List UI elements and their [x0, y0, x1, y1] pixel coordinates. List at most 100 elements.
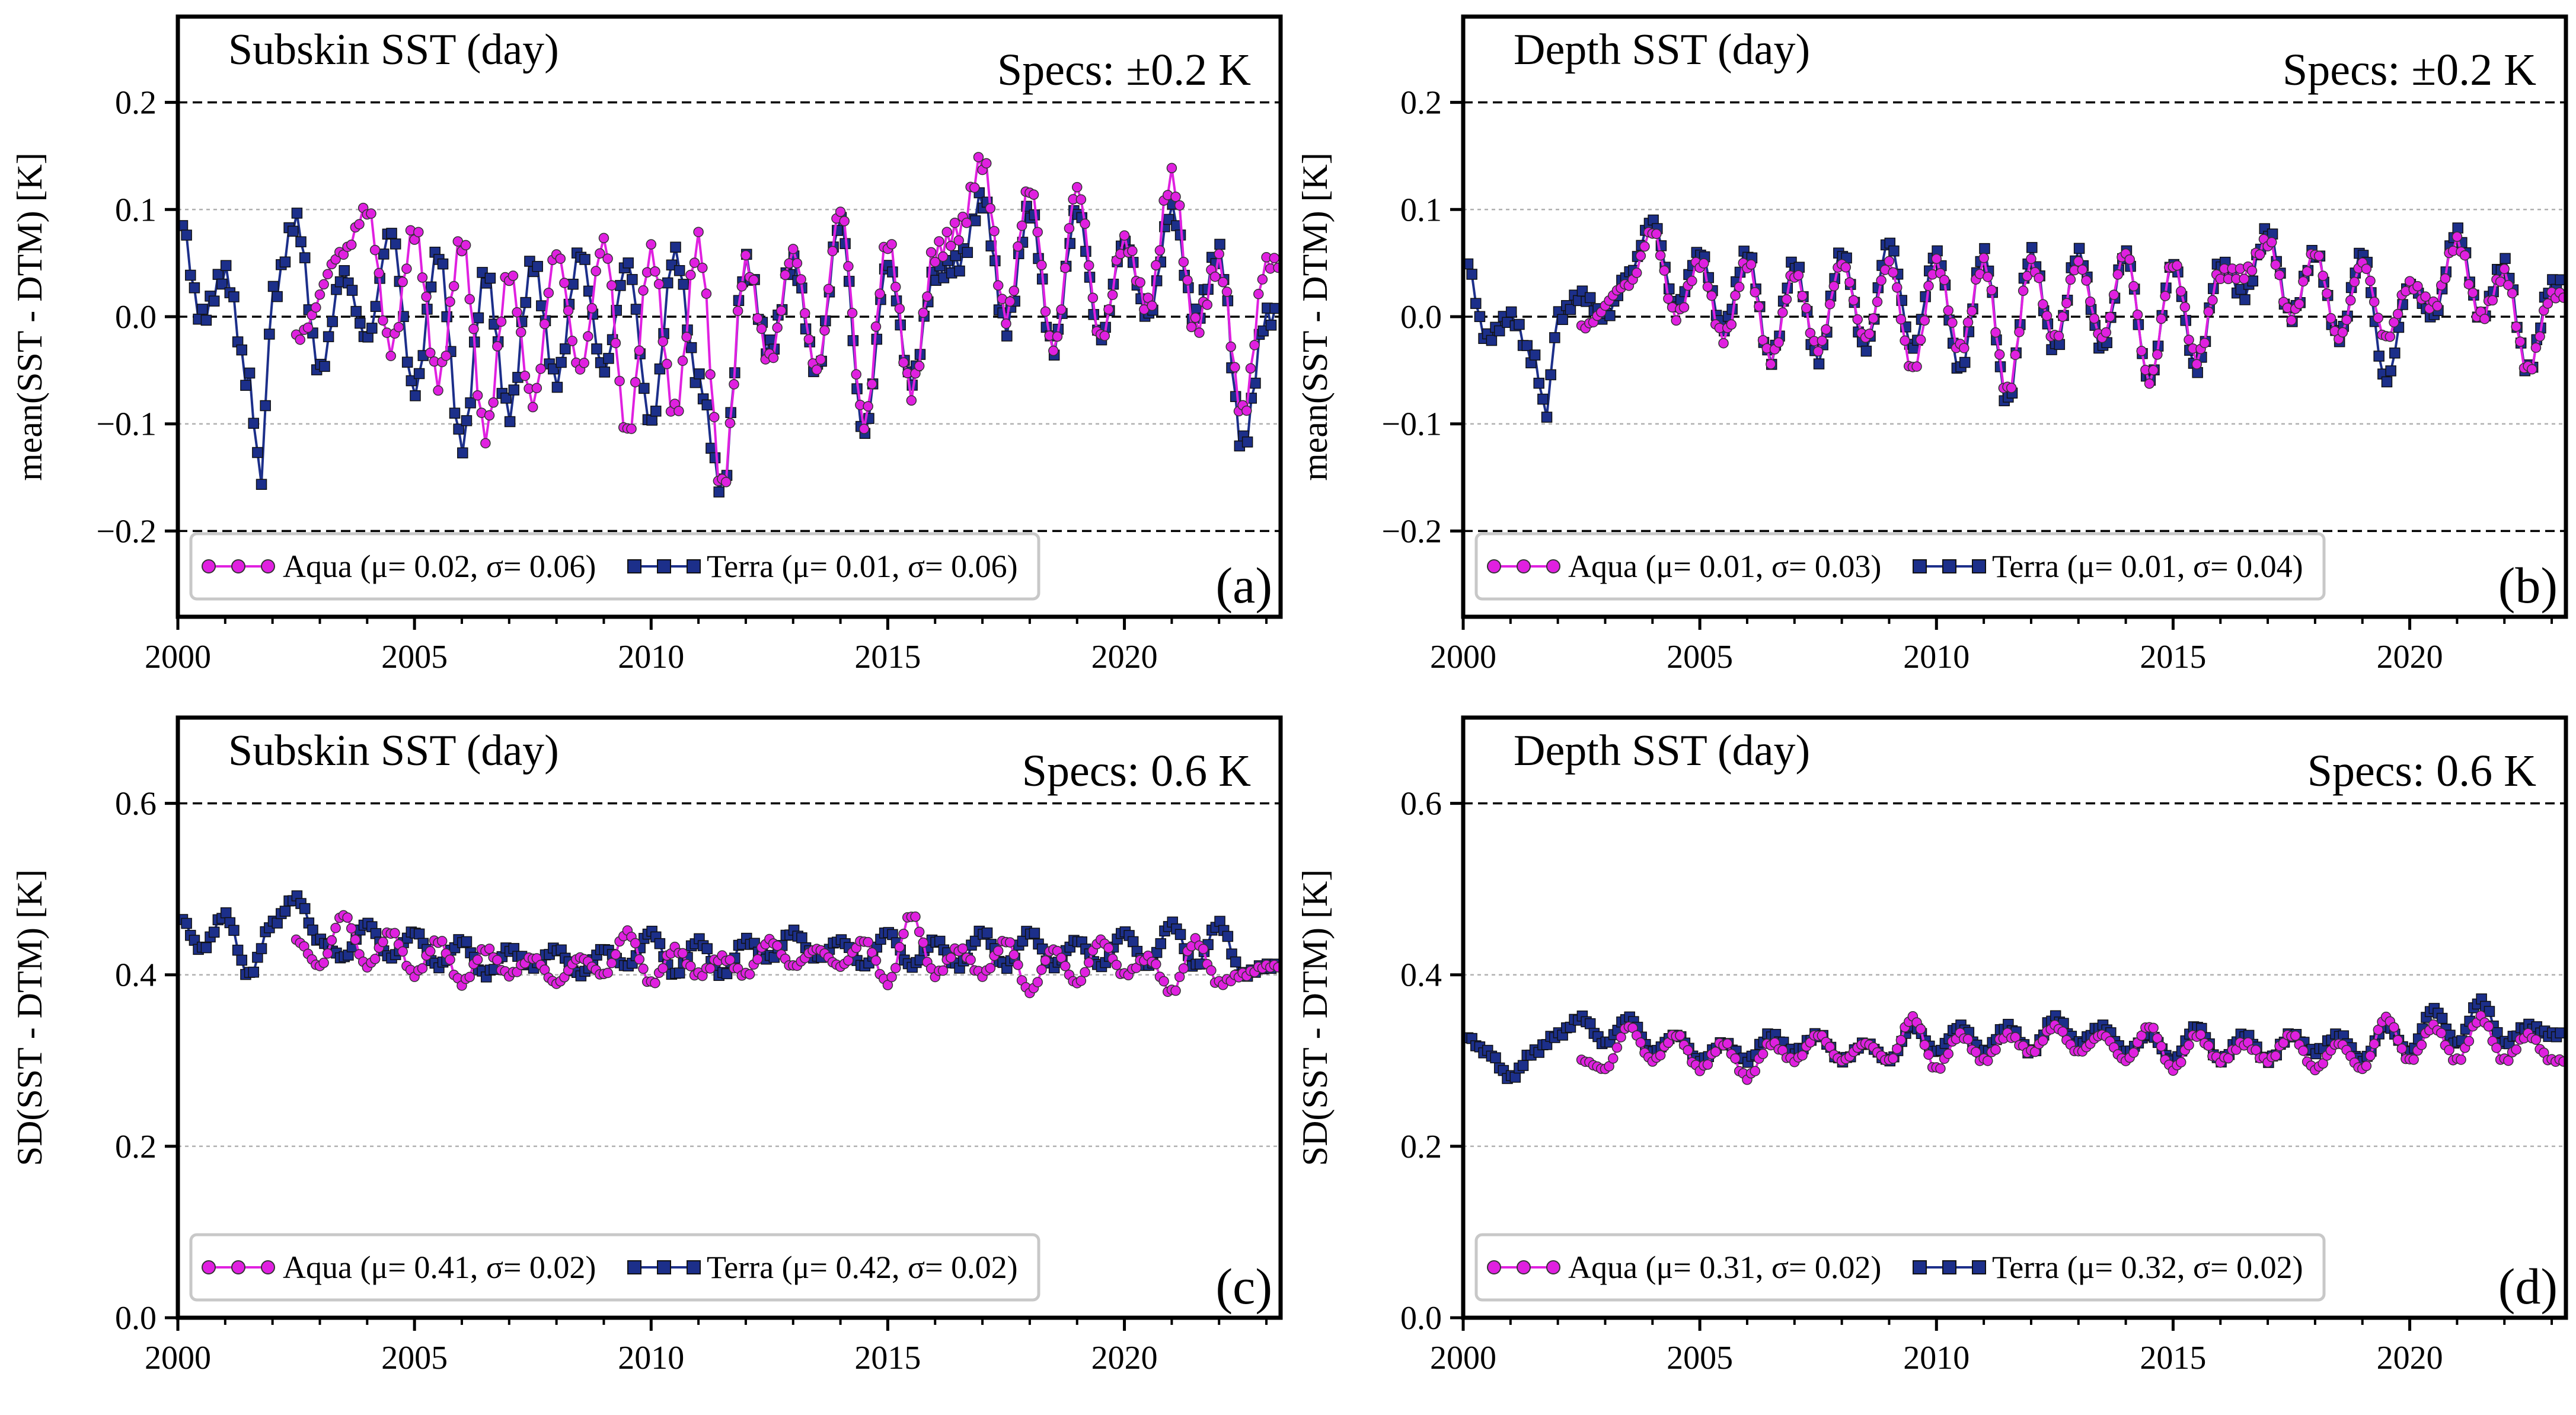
- data-point: [780, 269, 791, 281]
- data-point: [2468, 287, 2478, 298]
- x-tick-label: 2000: [1430, 639, 1496, 675]
- data-point: [1466, 269, 1477, 280]
- data-point: [1675, 1030, 1686, 1041]
- data-point: [1202, 299, 1213, 310]
- x-tick-label: 2010: [618, 639, 684, 675]
- data-point: [520, 297, 531, 308]
- data-point: [1848, 295, 1859, 306]
- data-point: [1990, 327, 2001, 338]
- data-point: [2239, 294, 2251, 305]
- data-point: [1008, 285, 1020, 297]
- data-point: [602, 253, 613, 264]
- data-point: [2368, 1038, 2380, 1049]
- data-point: [1194, 327, 1205, 338]
- x-tick-label: 2020: [1091, 1340, 1158, 1376]
- x-tick-label: 2010: [618, 1340, 684, 1376]
- data-point: [1687, 275, 1697, 286]
- data-point: [436, 936, 448, 946]
- data-point: [2313, 250, 2325, 262]
- data-point: [1710, 1046, 1721, 1057]
- data-point: [1757, 1048, 1769, 1059]
- data-point: [385, 350, 396, 361]
- data-point: [1253, 289, 1264, 299]
- data-point: [603, 353, 614, 364]
- data-point: [1151, 959, 1161, 970]
- data-point: [500, 393, 512, 404]
- data-point: [295, 334, 305, 345]
- data-point: [776, 305, 787, 316]
- data-point: [369, 954, 381, 964]
- data-point: [583, 331, 593, 342]
- data-point: [1230, 362, 1240, 373]
- legend-label-terra: Terra (μ= 0.01, σ= 0.06): [707, 549, 1018, 584]
- data-point: [437, 258, 449, 270]
- data-point: [2184, 1040, 2194, 1051]
- data-point: [2511, 321, 2521, 332]
- data-point: [369, 244, 381, 256]
- x-tick-label: 2020: [2377, 1340, 2443, 1376]
- data-point: [2368, 297, 2380, 307]
- data-point: [1056, 304, 1067, 315]
- data-point: [504, 416, 516, 428]
- data-point: [1631, 267, 1642, 278]
- data-point: [2172, 260, 2182, 271]
- data-point: [708, 412, 720, 423]
- data-point: [586, 302, 598, 314]
- data-point: [531, 383, 542, 394]
- data-point: [2018, 285, 2029, 297]
- data-point: [232, 944, 244, 956]
- data-point: [811, 364, 822, 375]
- data-point: [937, 965, 949, 976]
- data-point: [295, 236, 307, 247]
- data-point: [2373, 313, 2384, 323]
- y-tick-label: 0.2: [115, 1129, 157, 1165]
- data-point: [2365, 1050, 2376, 1062]
- data-point: [1166, 162, 1177, 174]
- data-point: [326, 935, 337, 946]
- data-point: [791, 258, 803, 269]
- data-point: [355, 317, 366, 329]
- data-point: [2038, 299, 2048, 310]
- legend-box: [1474, 532, 2326, 601]
- legend-marker: [687, 1260, 701, 1274]
- data-point: [1943, 305, 1953, 316]
- data-point: [2026, 242, 2038, 253]
- data-point: [2479, 314, 2490, 324]
- data-point: [1225, 341, 1236, 352]
- data-point: [425, 946, 436, 957]
- data-point: [472, 390, 483, 401]
- data-point: [196, 304, 208, 315]
- data-point: [1075, 194, 1087, 205]
- spec-label: Specs: ±0.2 K: [997, 45, 1251, 95]
- data-point: [639, 383, 650, 394]
- data-point: [2503, 279, 2514, 291]
- data-point: [1828, 281, 1840, 292]
- data-point: [1773, 337, 1784, 348]
- spec-label: Specs: 0.6 K: [2307, 746, 2536, 796]
- data-point: [393, 321, 404, 333]
- data-point: [2065, 274, 2076, 285]
- data-point: [2499, 263, 2510, 275]
- data-point: [1170, 192, 1181, 202]
- data-point: [756, 323, 767, 334]
- data-point: [1013, 960, 1023, 970]
- data-point: [492, 341, 503, 352]
- data-point: [1040, 306, 1051, 317]
- data-point: [272, 291, 283, 302]
- panel-label: (a): [1216, 557, 1272, 614]
- data-point: [922, 291, 933, 302]
- data-point: [941, 227, 952, 237]
- data-point: [579, 254, 590, 265]
- legend-marker: [627, 559, 641, 573]
- x-tick-label: 2015: [854, 639, 921, 675]
- data-point: [2061, 298, 2072, 308]
- data-point: [1797, 291, 1808, 301]
- data-point: [898, 928, 909, 939]
- data-point: [1864, 329, 1875, 339]
- data-point: [2057, 1026, 2068, 1037]
- data-point: [1218, 277, 1228, 288]
- data-point: [302, 322, 314, 333]
- data-point: [1611, 1042, 1623, 1053]
- data-point: [2152, 1032, 2163, 1044]
- data-point: [2503, 1055, 2514, 1066]
